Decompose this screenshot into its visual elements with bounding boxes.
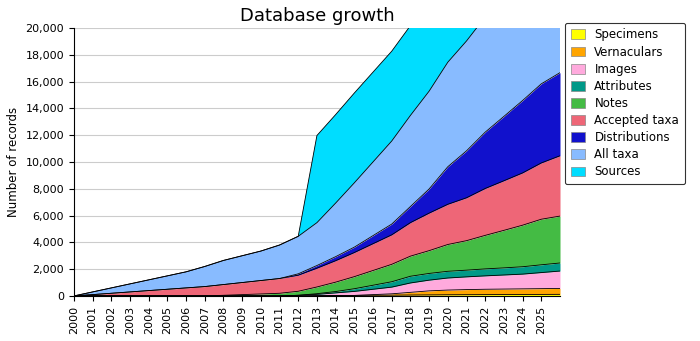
Legend: Specimens, Vernaculars, Images, Attributes, Notes, Accepted taxa, Distributions,: Specimens, Vernaculars, Images, Attribut…	[565, 23, 685, 184]
Y-axis label: Number of records: Number of records	[7, 107, 20, 217]
Title: Database growth: Database growth	[239, 7, 394, 25]
